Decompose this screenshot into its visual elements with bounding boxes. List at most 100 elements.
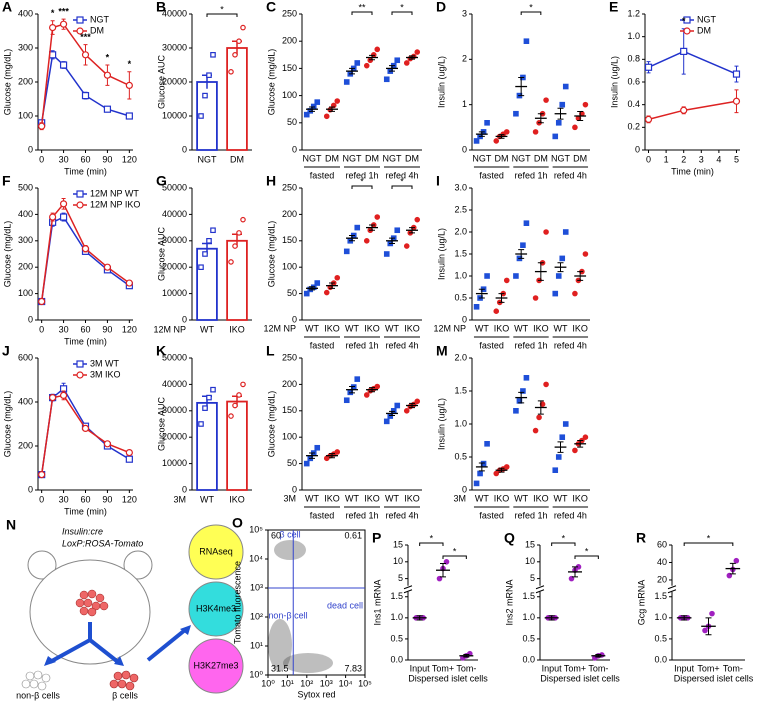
quadrant-percent: 7.83: [344, 663, 362, 673]
x-tick-label: DM: [365, 153, 379, 163]
gate-label: dead cell: [327, 600, 363, 610]
x-tick-label: 30: [59, 154, 69, 164]
x-tick-label: 120: [122, 494, 137, 504]
significance-label: *: [453, 546, 457, 556]
error-bar: [557, 107, 564, 120]
marker: [709, 610, 715, 617]
y-tick-label: 0: [462, 314, 467, 324]
y-axis-label: Ins1 mRNA: [372, 579, 382, 625]
y-tick-label: 30000: [162, 42, 187, 52]
error-bar: [498, 467, 505, 473]
panel-letter: O: [232, 515, 243, 531]
y-tick-label: 50: [287, 117, 297, 127]
y-tick-label: 0: [28, 144, 33, 154]
marker: [334, 98, 341, 104]
group-label: refed 1h: [345, 170, 378, 180]
marker: [552, 290, 559, 297]
marker: [125, 449, 133, 457]
y-tick-label: 0.0: [390, 654, 403, 664]
x-axis-label: Dispersed islet cells: [674, 673, 754, 683]
x-tick-label: IKO: [494, 493, 510, 503]
x-tick-label: Input: [674, 663, 695, 673]
error-bar: [416, 615, 423, 621]
marker: [555, 273, 562, 279]
marker: [81, 91, 90, 100]
y-tick-label: 1.0: [522, 612, 535, 622]
x-tick-label: 60: [80, 154, 90, 164]
y-tick-label: 2: [462, 54, 467, 64]
marker: [38, 471, 46, 479]
y-tick-label: 20000: [162, 76, 187, 86]
y-axis-label: Glucose AUC: [156, 226, 166, 281]
marker: [59, 20, 68, 28]
x-tick-label: DM: [325, 153, 339, 163]
non-beta-cells: [21, 670, 51, 691]
x-tick-label: 10⁰: [261, 678, 275, 688]
marker: [532, 129, 539, 135]
y-tick-label: 0.6: [627, 76, 640, 86]
significance-label: **: [358, 2, 366, 12]
error-bar: [572, 566, 578, 578]
marker: [76, 360, 84, 368]
y-tick-label: 5: [398, 573, 403, 583]
y-tick-label: 100: [18, 110, 33, 120]
group-label: refed 4h: [554, 170, 587, 180]
marker: [354, 376, 361, 382]
x-tick-label: 90: [102, 324, 112, 334]
marker: [443, 559, 450, 565]
panel-letter: I: [436, 173, 440, 189]
arrowhead: [44, 625, 191, 666]
error-bar: [329, 453, 335, 459]
y-tick-label: 0.4: [627, 99, 640, 109]
marker: [726, 572, 733, 579]
group-label: refed 1h: [514, 170, 547, 180]
axis-break-mark: [535, 585, 545, 594]
marker: [354, 224, 361, 231]
y-tick-label: 0: [182, 484, 187, 494]
error-bar: [478, 462, 485, 472]
y-tick-label: 10: [393, 556, 403, 566]
marker: [125, 112, 133, 120]
significance-label: *: [128, 59, 132, 69]
marker: [702, 627, 708, 634]
marker: [503, 129, 510, 135]
x-tick-label: NGT: [551, 153, 571, 163]
quadrant-percent: 31.5: [271, 663, 289, 673]
x-tick-label: 120: [122, 324, 137, 334]
mouse-ear: [123, 550, 153, 580]
y-tick-label: 0: [462, 484, 467, 494]
marker: [236, 230, 242, 236]
error-bar: [440, 562, 446, 578]
x-tick-label: 60: [80, 324, 90, 334]
marker: [562, 229, 569, 235]
y-axis-label: Gcg mRNA: [636, 580, 646, 626]
marker: [81, 245, 90, 253]
marker: [206, 394, 212, 401]
marker: [559, 101, 566, 108]
y-tick-label: 0.8: [627, 54, 640, 64]
category-prefix: 12M NP: [263, 323, 296, 333]
x-tick-label: IKO: [229, 494, 245, 504]
marker: [314, 280, 321, 286]
marker: [680, 47, 688, 56]
marker: [543, 97, 549, 103]
group-label: refed 1h: [345, 340, 378, 350]
series-line: [40, 216, 130, 302]
x-tick-label: NGT: [303, 153, 323, 163]
x-tick-label: WT: [200, 324, 214, 334]
y-axis-label: Glucose (mg/dL): [266, 221, 276, 288]
y-tick-label: 0: [182, 144, 187, 154]
x-axis-label: Time (min): [64, 166, 107, 176]
error-bar: [537, 400, 544, 415]
x-axis-label: Sytox red: [297, 689, 335, 699]
marker: [532, 427, 539, 434]
x-tick-label: DM: [534, 153, 548, 163]
x-tick-label: 3: [699, 154, 704, 164]
gate-label: non-β cell: [268, 610, 307, 620]
marker: [582, 251, 589, 257]
marker: [383, 418, 390, 425]
y-axis-label: Glucose (mg/dL): [2, 49, 12, 116]
error-bar: [518, 249, 525, 259]
category-prefix: 3M: [453, 493, 466, 503]
x-tick-label: IKO: [494, 323, 510, 333]
